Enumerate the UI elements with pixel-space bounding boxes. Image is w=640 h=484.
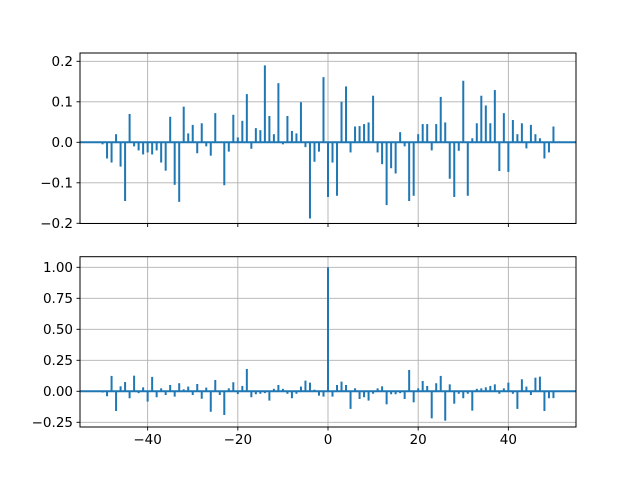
x-tick-label: 40 [500, 432, 517, 448]
x-tick-label: 20 [410, 432, 427, 448]
y-tick-label: −0.1 [40, 175, 73, 191]
x-tick-label: 0 [324, 432, 333, 448]
y-tick-label: −0.2 [40, 216, 73, 232]
y-tick-label: 0.0 [52, 135, 73, 151]
y-tick-label: 0.2 [52, 54, 73, 70]
y-tick-label: 0.50 [43, 322, 73, 338]
xcorr-top-panel: −0.2 −0.1 0.0 0.1 0.2 [40, 52, 577, 232]
y-tick-label: 0.75 [43, 291, 73, 307]
y-tick-label: −0.25 [32, 415, 73, 431]
y-tick-label: 1.00 [43, 260, 73, 276]
x-tick-label: −20 [224, 432, 253, 448]
x-tick-label: −40 [133, 432, 162, 448]
acorr-bottom-panel: −40 −20 0 20 40 −0.25 0.00 0.25 0.50 0.75 1.00 [32, 256, 577, 448]
y-tick-label: 0.25 [43, 353, 73, 369]
y-tick-label: 0.00 [43, 384, 73, 400]
y-tick-label: 0.1 [52, 94, 73, 110]
